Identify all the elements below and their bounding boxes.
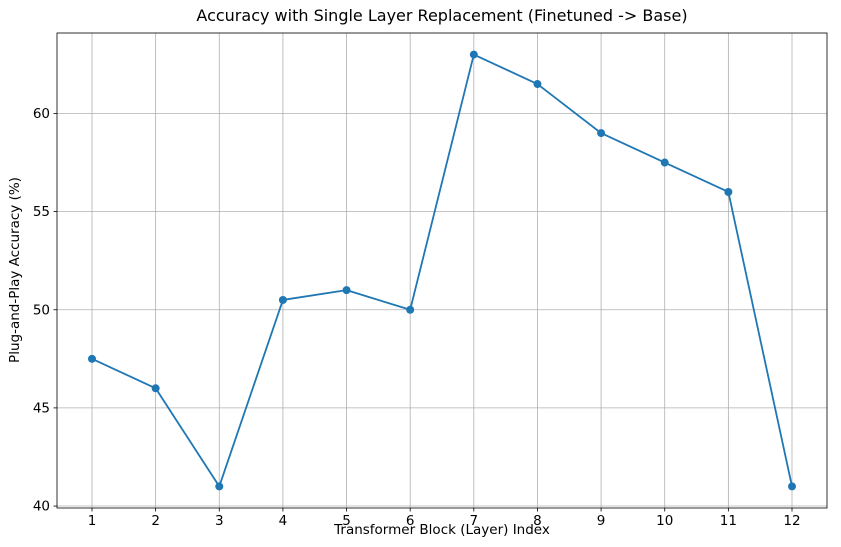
data-point-marker bbox=[724, 187, 733, 196]
y-tick-label: 55 bbox=[33, 204, 50, 220]
x-tick-label: 8 bbox=[533, 513, 542, 529]
x-tick-label: 7 bbox=[470, 513, 479, 529]
data-line bbox=[91, 53, 793, 488]
x-tick-label: 1 bbox=[88, 513, 97, 529]
x-tick-label: 10 bbox=[656, 513, 673, 529]
y-tick-label: 50 bbox=[33, 302, 50, 318]
x-axis-label: Transformer Block (Layer) Index bbox=[334, 522, 550, 538]
data-point-marker bbox=[406, 305, 415, 314]
x-tick-label: 12 bbox=[783, 513, 800, 529]
data-point-marker bbox=[215, 482, 224, 491]
data-point-marker bbox=[533, 80, 542, 89]
data-point-marker bbox=[278, 295, 287, 304]
y-tick-label: 60 bbox=[33, 106, 50, 122]
data-point-marker bbox=[597, 129, 606, 138]
chart-title: Accuracy with Single Layer Replacement (… bbox=[196, 6, 688, 25]
data-point-marker bbox=[788, 482, 796, 491]
data-point-marker bbox=[660, 158, 669, 167]
x-tick-label: 4 bbox=[279, 513, 288, 529]
x-tick-label: 9 bbox=[597, 513, 606, 529]
x-tick-label: 5 bbox=[342, 513, 351, 529]
x-tick-label: 2 bbox=[151, 513, 160, 529]
x-tick-label: 6 bbox=[406, 513, 415, 529]
x-tick-label: 3 bbox=[215, 513, 224, 529]
y-tick-label: 45 bbox=[33, 400, 50, 416]
x-tick-label: 11 bbox=[720, 513, 737, 529]
plot-frame bbox=[56, 32, 828, 509]
data-point-marker bbox=[342, 286, 351, 295]
y-tick-label: 40 bbox=[33, 499, 50, 515]
data-point-marker bbox=[469, 50, 478, 59]
data-point-marker bbox=[151, 384, 160, 393]
data-point-marker bbox=[88, 354, 96, 363]
